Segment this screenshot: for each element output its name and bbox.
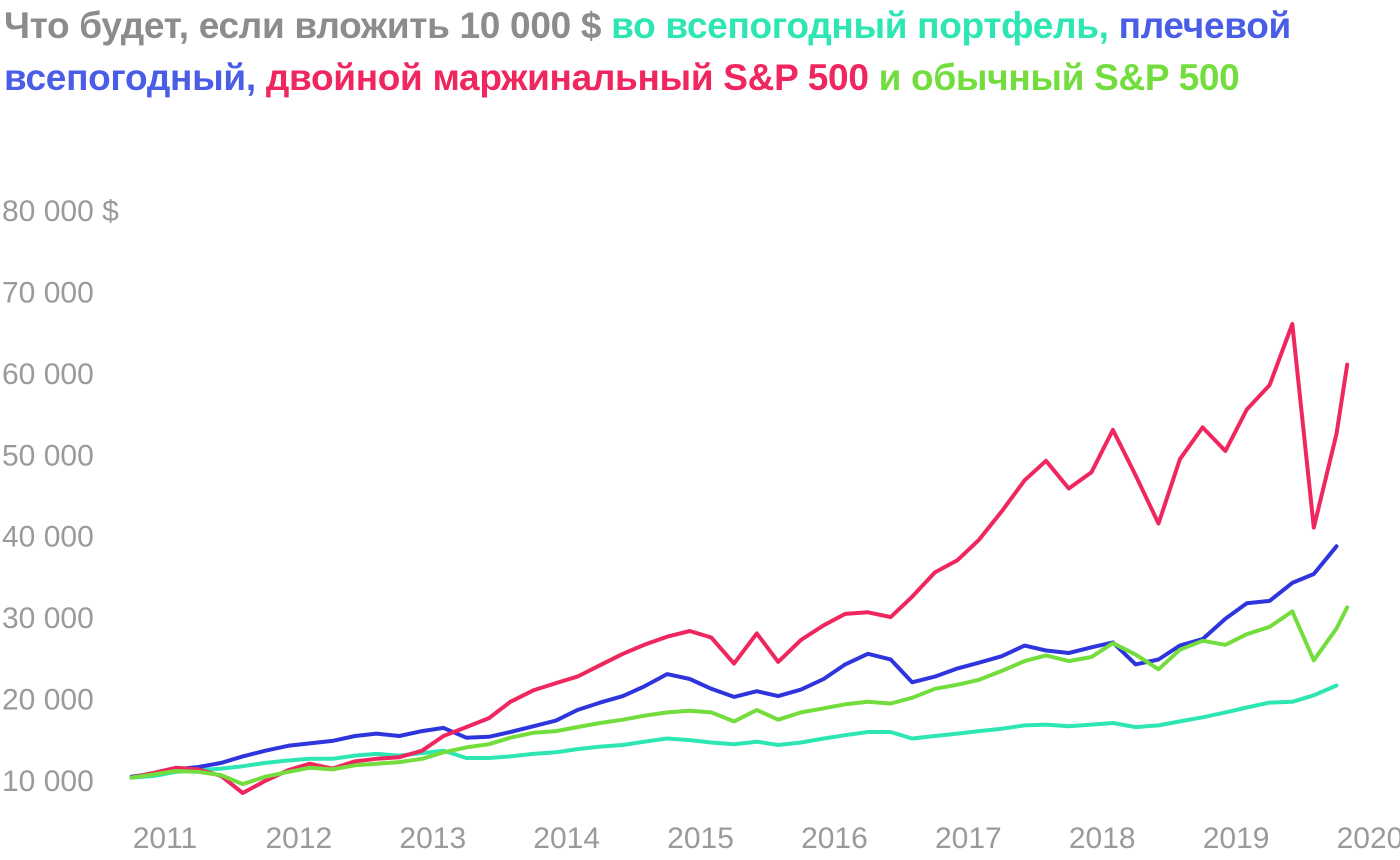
series-lines [129, 322, 1350, 795]
y-tick-label: 70 000 [2, 276, 94, 309]
x-tick-label: 2016 [801, 822, 868, 855]
y-tick-label: 30 000 [2, 602, 94, 635]
y-tick-label: 60 000 [2, 358, 94, 391]
title-part-double-margin: двойной маржинальный S&P 500 [265, 57, 879, 98]
x-tick-label: 2012 [266, 822, 333, 855]
x-tick-label: 2019 [1203, 822, 1270, 855]
x-tick-label: 2013 [399, 822, 466, 855]
x-tick-label: 2020 [1337, 822, 1400, 855]
title-part-all-weather: во всепогодный портфель, [611, 5, 1119, 46]
y-tick-label: 40 000 [2, 521, 94, 554]
x-tick-label: 2017 [935, 822, 1002, 855]
series-line-leveraged_all_weather [129, 544, 1339, 779]
x-axis-labels: 2011 2012 2013 2014 2015 2016 2017 2018 2019 2020 [133, 822, 1400, 855]
series-line-sp500 [129, 605, 1350, 787]
x-tick-label: 2015 [667, 822, 734, 855]
y-tick-label: 80 000 $ [2, 195, 119, 228]
y-tick-label: 20 000 [2, 684, 94, 717]
x-tick-label: 2014 [533, 822, 600, 855]
y-axis-labels: 80 000 $ 70 000 60 000 50 000 40 000 30 000 20… [2, 195, 119, 798]
title-part-leveraged: плечевой всепогодный, [4, 5, 1291, 98]
y-tick-label: 50 000 [2, 439, 94, 472]
title-part-sp500: и обычный S&P 500 [878, 57, 1240, 98]
series-line-all_weather [129, 683, 1339, 780]
title-part-intro: Что будет, если вложить 10 000 $ [4, 5, 612, 46]
chart-title: Что будет, если вложить 10 000 $ во всеп… [4, 0, 1394, 104]
x-tick-label: 2018 [1069, 822, 1136, 855]
y-tick-label: 10 000 [2, 765, 94, 798]
x-tick-label: 2011 [133, 822, 198, 855]
